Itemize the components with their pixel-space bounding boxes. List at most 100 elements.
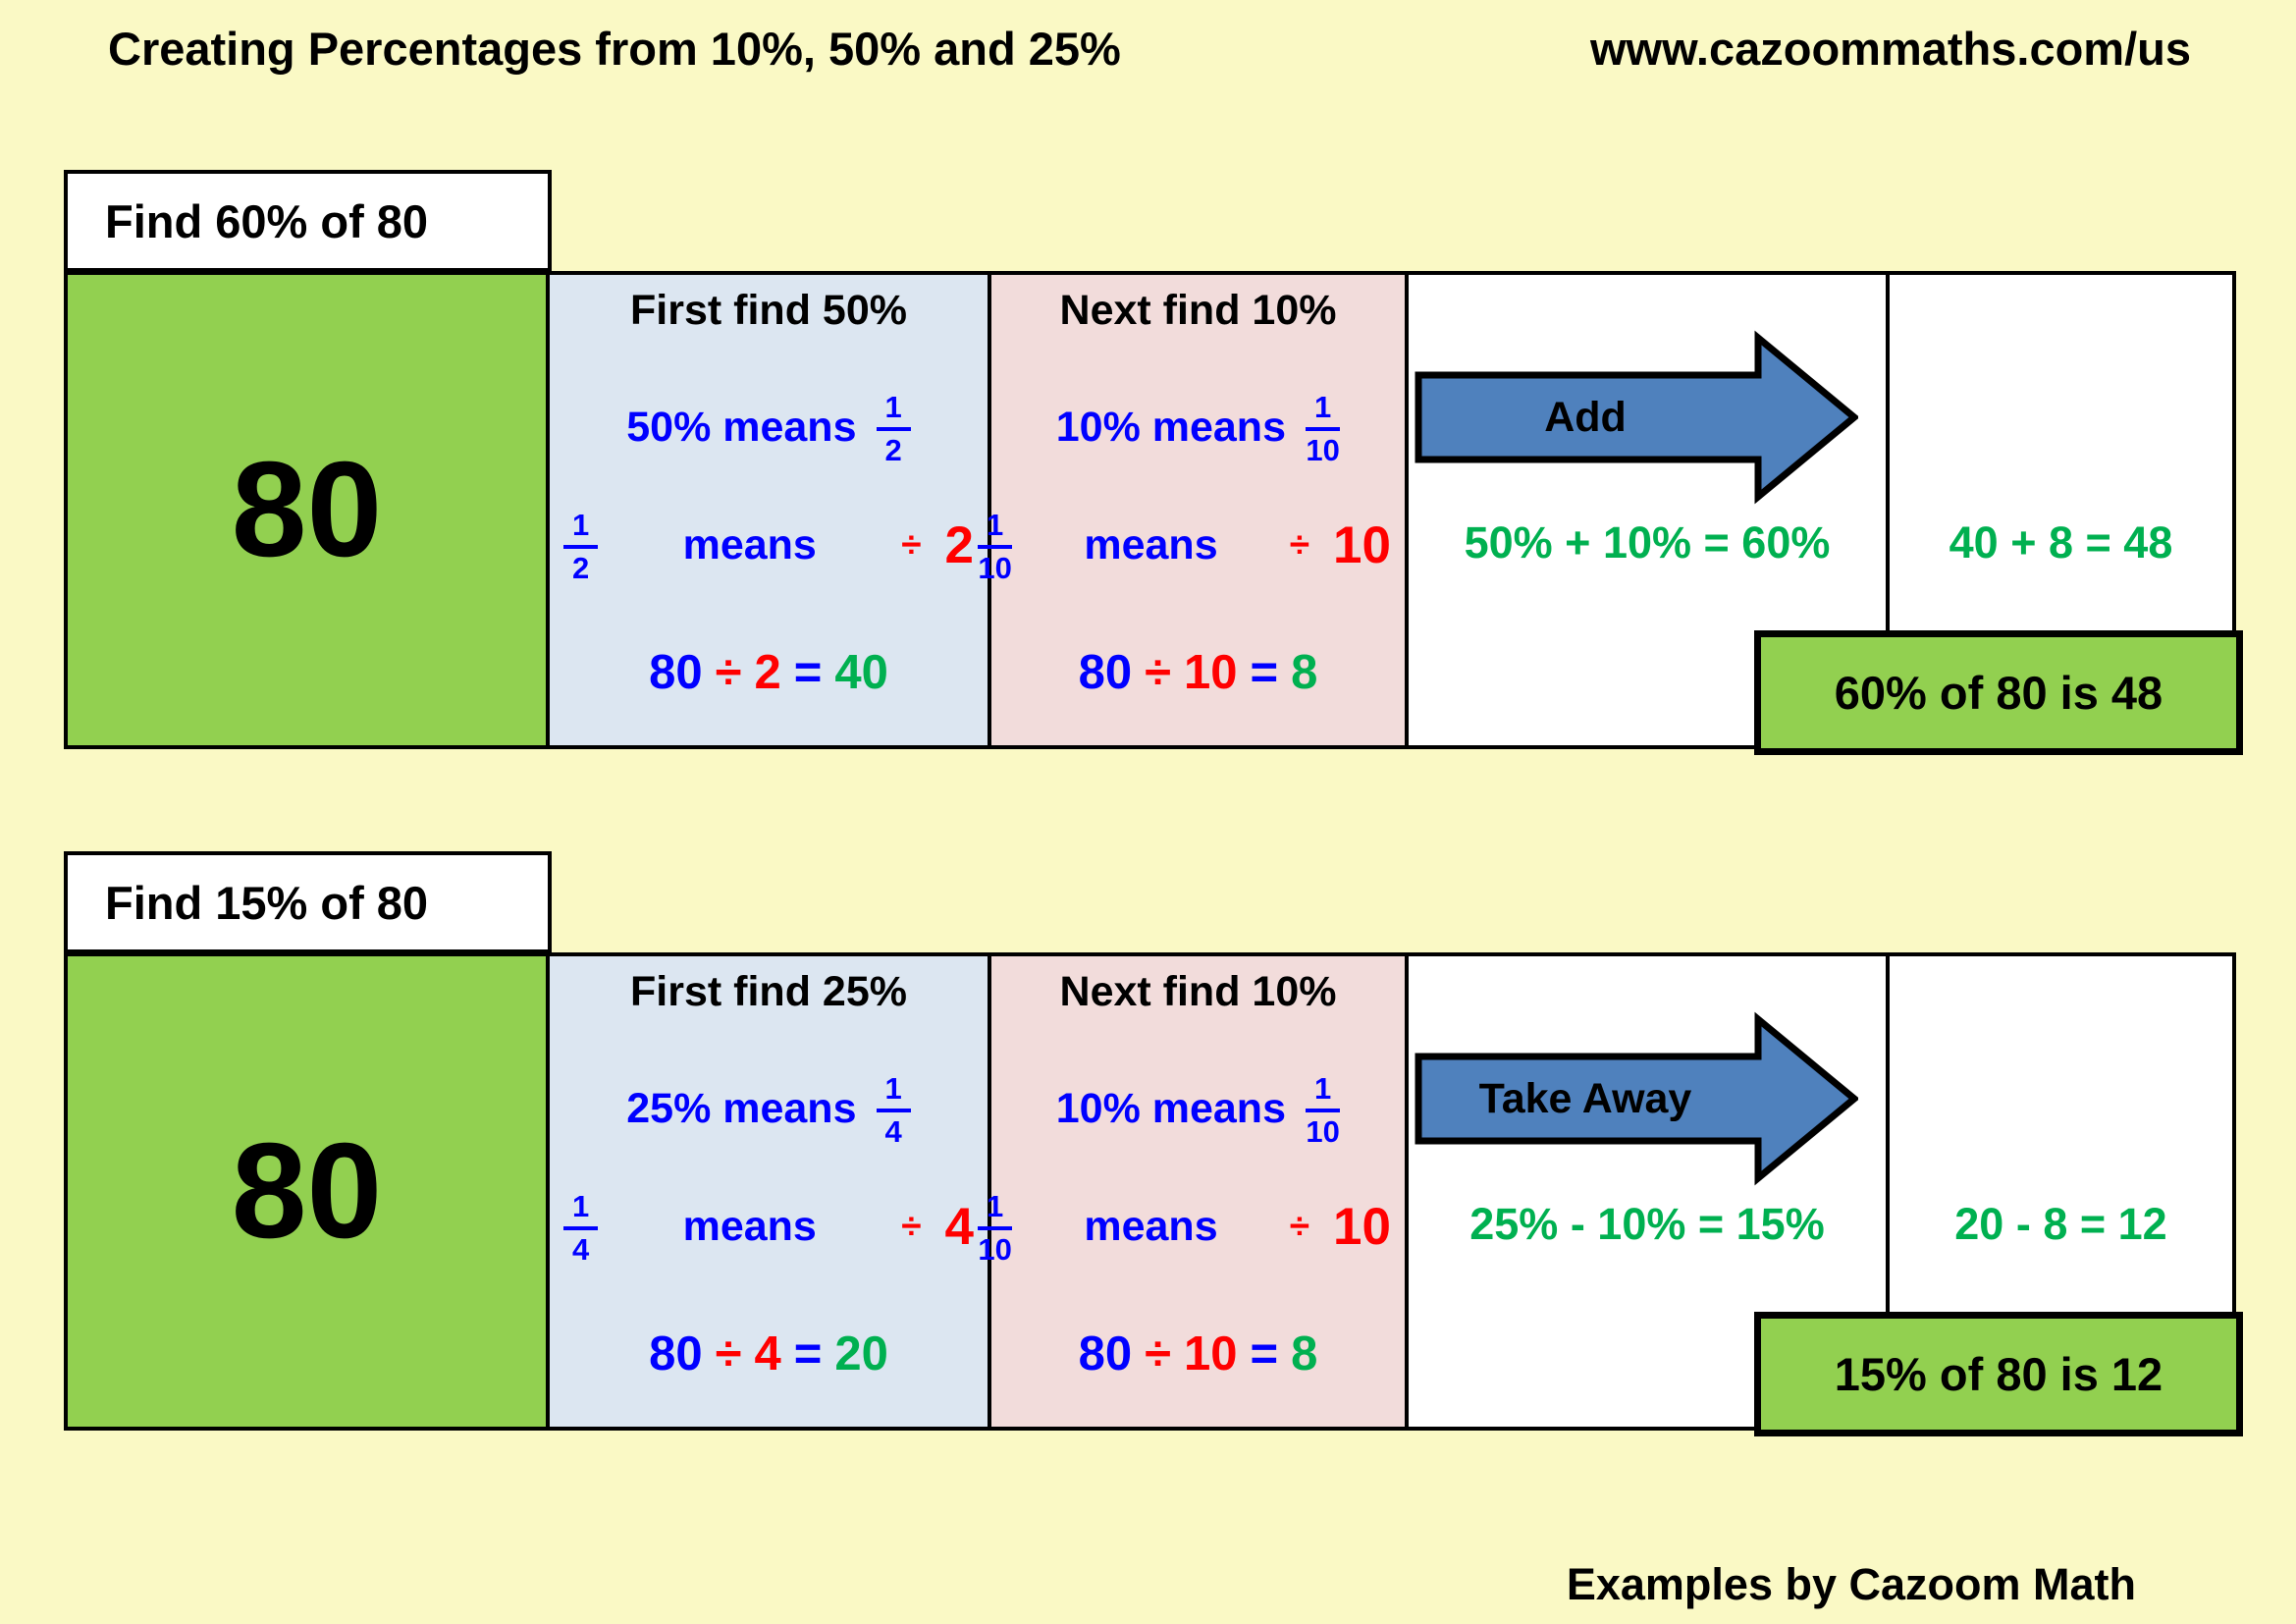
answer-box: 15% of 80 is 12 <box>1754 1312 2243 1436</box>
calc-lhs: 80 <box>649 646 703 699</box>
fraction: 1 2 <box>563 508 599 585</box>
calc-result: 8 <box>1291 646 1318 699</box>
divisor: 10 <box>1333 515 1391 574</box>
first-step-header: First find 50% <box>630 287 907 334</box>
calculation-line: 80 ÷ 4 = 20 <box>550 1310 988 1398</box>
calc-equals: = <box>1250 1327 1279 1380</box>
divide-operation: ÷ 10 <box>1290 515 1391 575</box>
calc-operator: ÷ <box>1145 1327 1171 1380</box>
meaning-label: 10% means <box>1055 403 1286 451</box>
divide-symbol: ÷ <box>901 524 922 565</box>
percent-meaning-line: 25% means 1 4 <box>550 1059 988 1158</box>
calc-operator: ÷ <box>715 1327 742 1380</box>
calc-divisor: 10 <box>1184 1327 1238 1380</box>
calc-result: 8 <box>1291 1327 1318 1380</box>
divisor: 4 <box>944 1197 974 1256</box>
divide-symbol: ÷ <box>901 1206 922 1246</box>
arrow-label: Take Away <box>1478 1074 1692 1122</box>
start-number: 80 <box>231 1115 383 1267</box>
fraction-denominator: 10 <box>1306 432 1340 467</box>
start-number: 80 <box>231 434 383 585</box>
example-panel-15-percent: Find 15% of 80 80 First find 25% 25% mea… <box>64 851 2243 1440</box>
first-step-header: First find 25% <box>630 968 907 1015</box>
divide-operation: ÷ 4 <box>901 1197 974 1257</box>
right-arrow-icon <box>1415 1011 1858 1186</box>
means-label: means <box>682 1202 817 1250</box>
operation-meaning-line: 1 4 means ÷ 4 <box>550 1177 988 1275</box>
question-text: Find 15% of 80 <box>105 876 429 929</box>
first-step-cell: First find 25% 25% means 1 4 1 4 means <box>550 956 991 1427</box>
fraction-denominator: 10 <box>978 550 1012 585</box>
question-box: Find 15% of 80 <box>64 851 552 953</box>
means-label: means <box>1084 520 1218 568</box>
next-step-header: Next find 10% <box>1059 968 1337 1015</box>
arrow-label: Add <box>1544 393 1627 441</box>
answer-text: 60% of 80 is 48 <box>1834 667 2163 719</box>
fraction-numerator: 1 <box>1306 1071 1341 1112</box>
page-title: Creating Percentages from 10%, 50% and 2… <box>108 23 1121 75</box>
calc-operator: ÷ <box>715 646 742 699</box>
divisor: 2 <box>944 515 974 574</box>
fraction: 1 2 <box>876 390 911 467</box>
fraction: 1 10 <box>1306 390 1341 467</box>
fraction-denominator: 4 <box>884 1113 902 1149</box>
fraction: 1 10 <box>978 508 1013 585</box>
fraction-denominator: 2 <box>572 550 590 585</box>
calc-lhs: 80 <box>1078 1327 1133 1380</box>
fraction: 1 4 <box>876 1071 911 1149</box>
example-panel-60-percent: Find 60% of 80 80 First find 50% 50% mea… <box>64 170 2243 759</box>
fraction-denominator: 10 <box>1306 1113 1340 1149</box>
percent-meaning-line: 10% means 1 10 <box>991 1059 1405 1158</box>
operation-meaning-line: 1 2 means ÷ 2 <box>550 496 988 594</box>
calc-operator: ÷ <box>1145 646 1171 699</box>
percent-meaning-line: 50% means 1 2 <box>550 378 988 476</box>
question-box: Find 60% of 80 <box>64 170 552 272</box>
fraction: 1 10 <box>1306 1071 1341 1149</box>
calculation-line: 80 ÷ 2 = 40 <box>550 628 988 717</box>
calc-lhs: 80 <box>1078 646 1133 699</box>
meaning-label: 25% means <box>626 1084 857 1132</box>
calc-divisor: 4 <box>754 1327 781 1380</box>
fraction-denominator: 2 <box>884 432 902 467</box>
value-equation: 20 - 8 = 12 <box>1954 1199 2167 1249</box>
operation-meaning-line: 1 10 means ÷ 10 <box>978 1177 1405 1275</box>
divide-symbol: ÷ <box>1289 1206 1310 1246</box>
percent-equation: 50% + 10% = 60% <box>1464 517 1831 568</box>
percent-meaning-line: 10% means 1 10 <box>991 378 1405 476</box>
first-step-cell: First find 50% 50% means 1 2 1 2 means <box>550 275 991 745</box>
divisor: 10 <box>1333 1197 1391 1256</box>
next-step-header: Next find 10% <box>1059 287 1337 334</box>
fraction: 1 10 <box>978 1189 1013 1267</box>
next-step-cell: Next find 10% 10% means 1 10 1 10 means <box>978 275 1409 745</box>
means-label: means <box>682 520 817 568</box>
start-number-cell: 80 <box>68 275 550 745</box>
calculation-line: 80 ÷ 10 = 8 <box>991 1310 1405 1398</box>
calc-result: 20 <box>834 1327 888 1380</box>
calc-equals: = <box>1250 646 1279 699</box>
next-step-cell: Next find 10% 10% means 1 10 1 10 means <box>978 956 1409 1427</box>
divide-operation: ÷ 2 <box>901 515 974 575</box>
fraction-denominator: 4 <box>572 1231 590 1267</box>
fraction-numerator: 1 <box>563 1189 599 1230</box>
calc-result: 40 <box>834 646 888 699</box>
means-label: means <box>1084 1202 1218 1250</box>
divide-symbol: ÷ <box>1289 524 1310 565</box>
credit-text: Examples by Cazoom Math <box>1566 1559 2136 1609</box>
answer-text: 15% of 80 is 12 <box>1834 1348 2163 1400</box>
divide-operation: ÷ 10 <box>1290 1197 1391 1257</box>
question-text: Find 60% of 80 <box>105 194 429 247</box>
operation-meaning-line: 1 10 means ÷ 10 <box>978 496 1405 594</box>
fraction-numerator: 1 <box>876 390 911 431</box>
meaning-label: 10% means <box>1055 1084 1286 1132</box>
percent-equation: 25% - 10% = 15% <box>1469 1199 1825 1249</box>
calc-divisor: 10 <box>1184 646 1238 699</box>
answer-box: 60% of 80 is 48 <box>1754 630 2243 755</box>
start-number-cell: 80 <box>68 956 550 1427</box>
website-url: www.cazoommaths.com/us <box>1589 23 2191 75</box>
fraction: 1 4 <box>563 1189 599 1267</box>
right-arrow-icon <box>1415 330 1858 505</box>
meaning-label: 50% means <box>626 403 857 451</box>
fraction-denominator: 10 <box>978 1231 1012 1267</box>
calc-divisor: 2 <box>754 646 781 699</box>
